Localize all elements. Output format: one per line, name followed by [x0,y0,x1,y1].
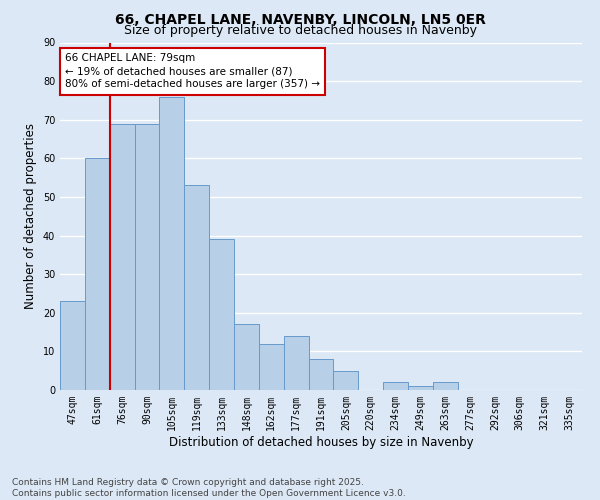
Bar [160,96,184,390]
Bar [85,158,110,390]
Bar [134,124,160,390]
Bar [284,336,308,390]
Bar [334,370,358,390]
Bar [383,382,408,390]
Bar [234,324,259,390]
Text: 66 CHAPEL LANE: 79sqm
← 19% of detached houses are smaller (87)
80% of semi-deta: 66 CHAPEL LANE: 79sqm ← 19% of detached … [65,53,320,90]
Bar [308,359,334,390]
Text: Contains HM Land Registry data © Crown copyright and database right 2025.
Contai: Contains HM Land Registry data © Crown c… [12,478,406,498]
Bar [110,124,134,390]
Bar [209,240,234,390]
Bar [184,186,209,390]
Bar [433,382,458,390]
X-axis label: Distribution of detached houses by size in Navenby: Distribution of detached houses by size … [169,436,473,448]
Bar [259,344,284,390]
Bar [408,386,433,390]
Y-axis label: Number of detached properties: Number of detached properties [24,123,37,309]
Text: 66, CHAPEL LANE, NAVENBY, LINCOLN, LN5 0ER: 66, CHAPEL LANE, NAVENBY, LINCOLN, LN5 0… [115,12,485,26]
Text: Size of property relative to detached houses in Navenby: Size of property relative to detached ho… [124,24,476,37]
Bar [60,301,85,390]
